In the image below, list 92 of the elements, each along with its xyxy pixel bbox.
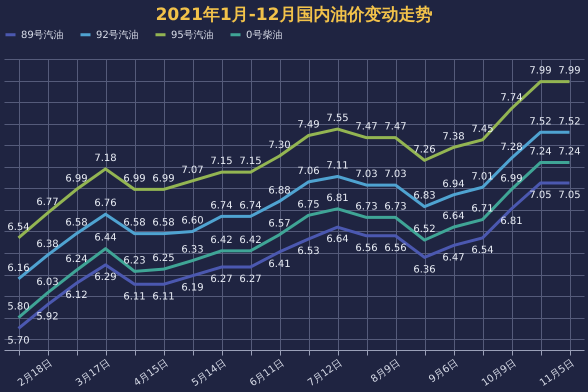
chart-title: 2021年1月-12月国内油价变动走势 — [156, 5, 432, 25]
data-label: 6.99 — [65, 173, 88, 184]
data-label: 6.41 — [268, 258, 291, 270]
data-label: 6.16 — [7, 262, 30, 274]
data-label: 6.27 — [239, 274, 262, 286]
data-label: 6.58 — [123, 218, 146, 229]
legend-label: 89号汽油 — [21, 28, 64, 41]
data-label: 6.33 — [181, 244, 204, 256]
data-label: 6.38 — [36, 239, 59, 250]
data-label: 6.76 — [94, 198, 117, 210]
data-label: 7.52 — [529, 116, 552, 128]
data-label: 6.64 — [442, 211, 465, 222]
data-label: 7.99 — [558, 66, 581, 77]
x-tick-label: 9月6日 — [427, 358, 460, 386]
data-label: 6.23 — [123, 255, 146, 266]
data-label: 6.99 — [123, 173, 146, 184]
data-label: 6.83 — [413, 190, 436, 202]
data-label: 6.58 — [152, 218, 175, 229]
data-label: 6.36 — [413, 264, 436, 276]
data-label: 7.74 — [500, 92, 523, 104]
data-label: 7.15 — [239, 156, 262, 168]
x-tick-label: 7月12日 — [306, 358, 344, 389]
data-label: 6.94 — [442, 178, 465, 190]
data-label: 7.07 — [181, 164, 204, 176]
data-label: 6.74 — [210, 200, 233, 212]
x-tick-label: 6月11日 — [248, 358, 286, 389]
data-label: 7.15 — [210, 156, 233, 168]
data-label: 6.52 — [413, 224, 436, 236]
x-tick-label: 4月15日 — [132, 358, 170, 389]
data-label: 6.42 — [210, 234, 233, 246]
x-tick-label: 2月18日 — [16, 358, 54, 389]
x-tick-label: 5月14日 — [190, 358, 228, 389]
data-label: 6.19 — [181, 282, 204, 294]
data-label: 6.29 — [94, 272, 117, 283]
legend-label: 95号汽油 — [171, 28, 214, 41]
data-label: 7.28 — [500, 142, 523, 154]
data-label: 7.05 — [529, 190, 552, 201]
data-label: 5.92 — [36, 312, 59, 323]
data-label: 6.44 — [94, 232, 117, 244]
data-label: 6.03 — [36, 276, 59, 288]
data-label: 6.81 — [500, 216, 523, 227]
data-label: 7.18 — [94, 152, 117, 164]
data-label: 6.54 — [471, 244, 494, 256]
data-label: 5.80 — [7, 302, 30, 313]
legend-label: 0号柴油 — [246, 28, 282, 41]
data-label: 6.64 — [326, 234, 349, 246]
data-label: 7.52 — [558, 116, 581, 128]
data-label: 6.47 — [442, 252, 465, 264]
data-label: 7.26 — [413, 144, 436, 156]
x-tick-label: 8月9日 — [369, 358, 402, 386]
x-tick-label: 10月9日 — [480, 358, 518, 389]
data-label: 6.77 — [36, 197, 59, 208]
data-label: 7.11 — [326, 160, 349, 172]
data-label: 7.03 — [384, 169, 407, 180]
data-label: 6.27 — [210, 274, 233, 286]
x-tick-label: 3月17日 — [74, 358, 112, 389]
data-label: 6.42 — [239, 234, 262, 246]
data-label: 6.56 — [355, 242, 378, 254]
data-label: 7.24 — [529, 146, 552, 158]
data-label: 6.75 — [297, 199, 320, 210]
data-label: 7.49 — [297, 120, 320, 131]
data-label: 6.11 — [123, 291, 146, 302]
data-label: 6.11 — [152, 291, 175, 302]
data-label: 6.99 — [152, 173, 175, 184]
data-label: 6.74 — [239, 200, 262, 212]
data-label: 7.47 — [384, 122, 407, 133]
data-label: 6.81 — [326, 192, 349, 204]
data-label: 6.25 — [152, 253, 175, 264]
data-label: 7.99 — [529, 66, 552, 77]
data-label: 6.12 — [65, 290, 88, 302]
data-label: 6.73 — [355, 201, 378, 212]
data-label: 7.06 — [297, 166, 320, 177]
data-label: 7.30 — [268, 140, 291, 151]
data-label: 6.24 — [65, 254, 88, 266]
data-label: 6.54 — [7, 222, 30, 233]
x-tick-label: 11月5日 — [538, 358, 576, 389]
data-label: 6.57 — [268, 218, 291, 230]
data-label: 5.70 — [7, 335, 30, 346]
data-label: 6.58 — [65, 218, 88, 229]
data-label: 7.38 — [442, 131, 465, 142]
data-label: 6.53 — [297, 246, 320, 257]
data-label: 6.56 — [384, 242, 407, 254]
data-label: 6.60 — [181, 215, 204, 226]
data-label: 7.05 — [558, 190, 581, 201]
legend-label: 92号汽油 — [96, 28, 139, 41]
data-label: 7.24 — [558, 146, 581, 158]
data-label: 6.99 — [500, 173, 523, 184]
data-label: 7.55 — [326, 113, 349, 124]
data-label: 7.03 — [355, 169, 378, 180]
data-label: 6.88 — [268, 185, 291, 196]
data-label: 6.73 — [384, 201, 407, 212]
data-label: 7.47 — [355, 122, 378, 133]
